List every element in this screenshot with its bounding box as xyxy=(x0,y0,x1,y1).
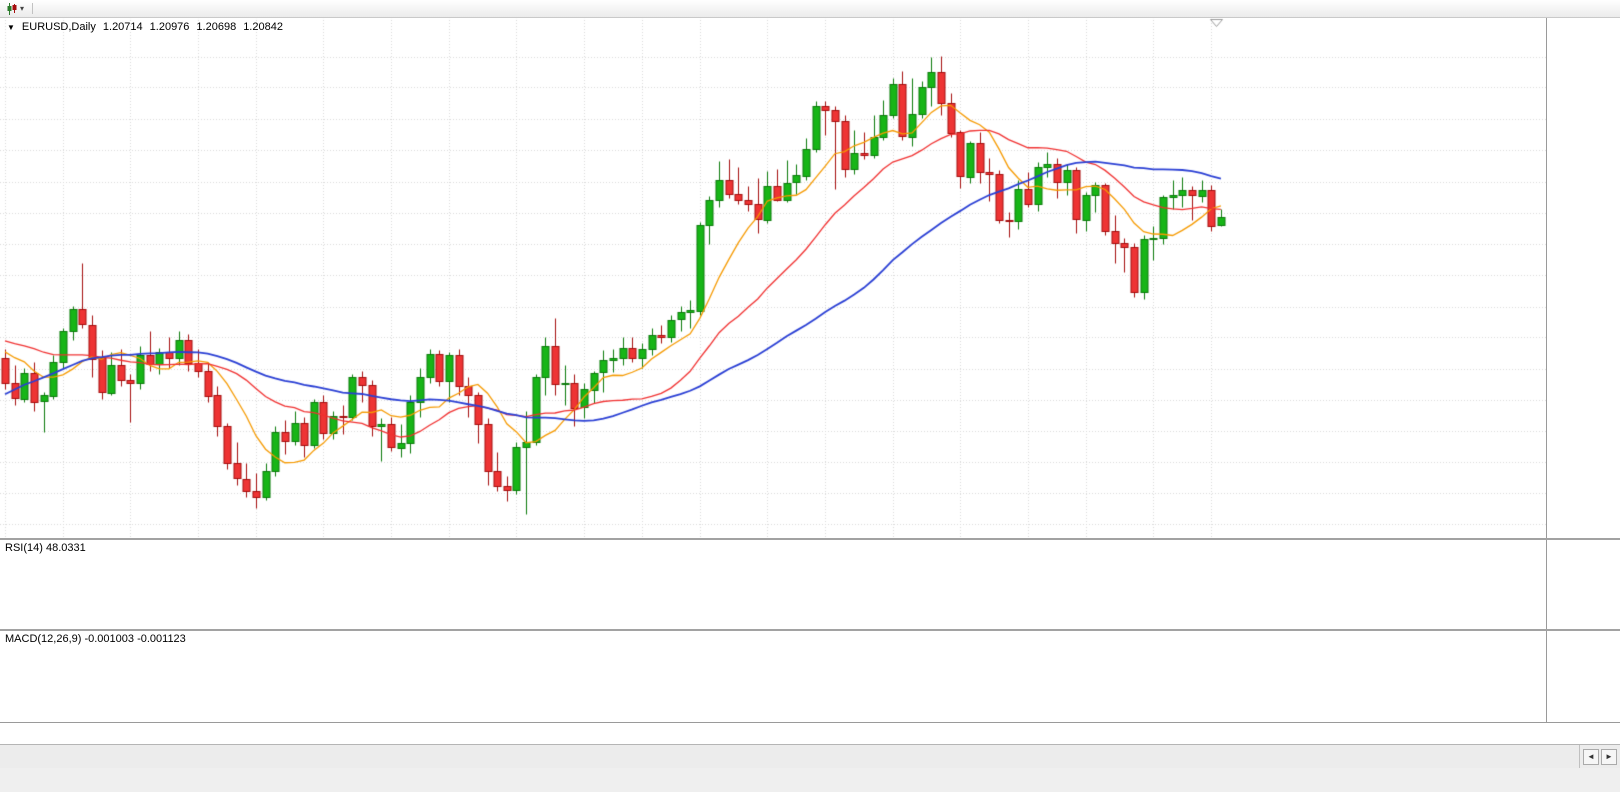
macd-panel-canvas[interactable] xyxy=(0,631,1546,722)
chart-marker-icon: ▼ xyxy=(7,22,15,32)
toolbar-separator xyxy=(32,3,34,14)
chart-type-candlestick-icon[interactable] xyxy=(4,2,20,15)
macd-indicator-label: MACD(12,26,9) -0.001003 -0.001123 xyxy=(5,633,186,645)
toolbar: ▾ xyxy=(0,0,1620,18)
chart-high-value: 1.20976 xyxy=(149,21,190,33)
chart-ohlc-title: ▼ EURUSD,Daily 1.20714 1.20976 1.20698 1… xyxy=(7,21,283,33)
time-axis[interactable] xyxy=(0,722,1620,745)
rsi-indicator-label: RSI(14) 48.0331 xyxy=(5,542,86,554)
chart-close-value: 1.20842 xyxy=(243,21,283,33)
tab-scroll-right-icon[interactable]: ► xyxy=(1601,748,1617,765)
chart-symbol-label: EURUSD,Daily xyxy=(21,21,96,33)
panel-resize-handle[interactable] xyxy=(0,538,1620,540)
chart-area: ▼ EURUSD,Daily 1.20714 1.20976 1.20698 1… xyxy=(0,17,1620,745)
tab-scroll-arrows: ◄ ► xyxy=(1579,745,1620,768)
chart-tab-bar: ◄ ► xyxy=(0,744,1620,768)
price-chart-canvas[interactable] xyxy=(0,17,1546,538)
tab-scroll-left-icon[interactable]: ◄ xyxy=(1583,748,1599,765)
chevron-down-icon[interactable]: ▾ xyxy=(20,4,25,13)
status-bar xyxy=(0,767,1620,792)
price-axis[interactable] xyxy=(1546,17,1620,722)
panel-resize-handle[interactable] xyxy=(0,629,1620,631)
rsi-panel-canvas[interactable] xyxy=(0,540,1546,629)
chart-open-value: 1.20714 xyxy=(102,21,143,33)
chart-low-value: 1.20698 xyxy=(196,21,237,33)
